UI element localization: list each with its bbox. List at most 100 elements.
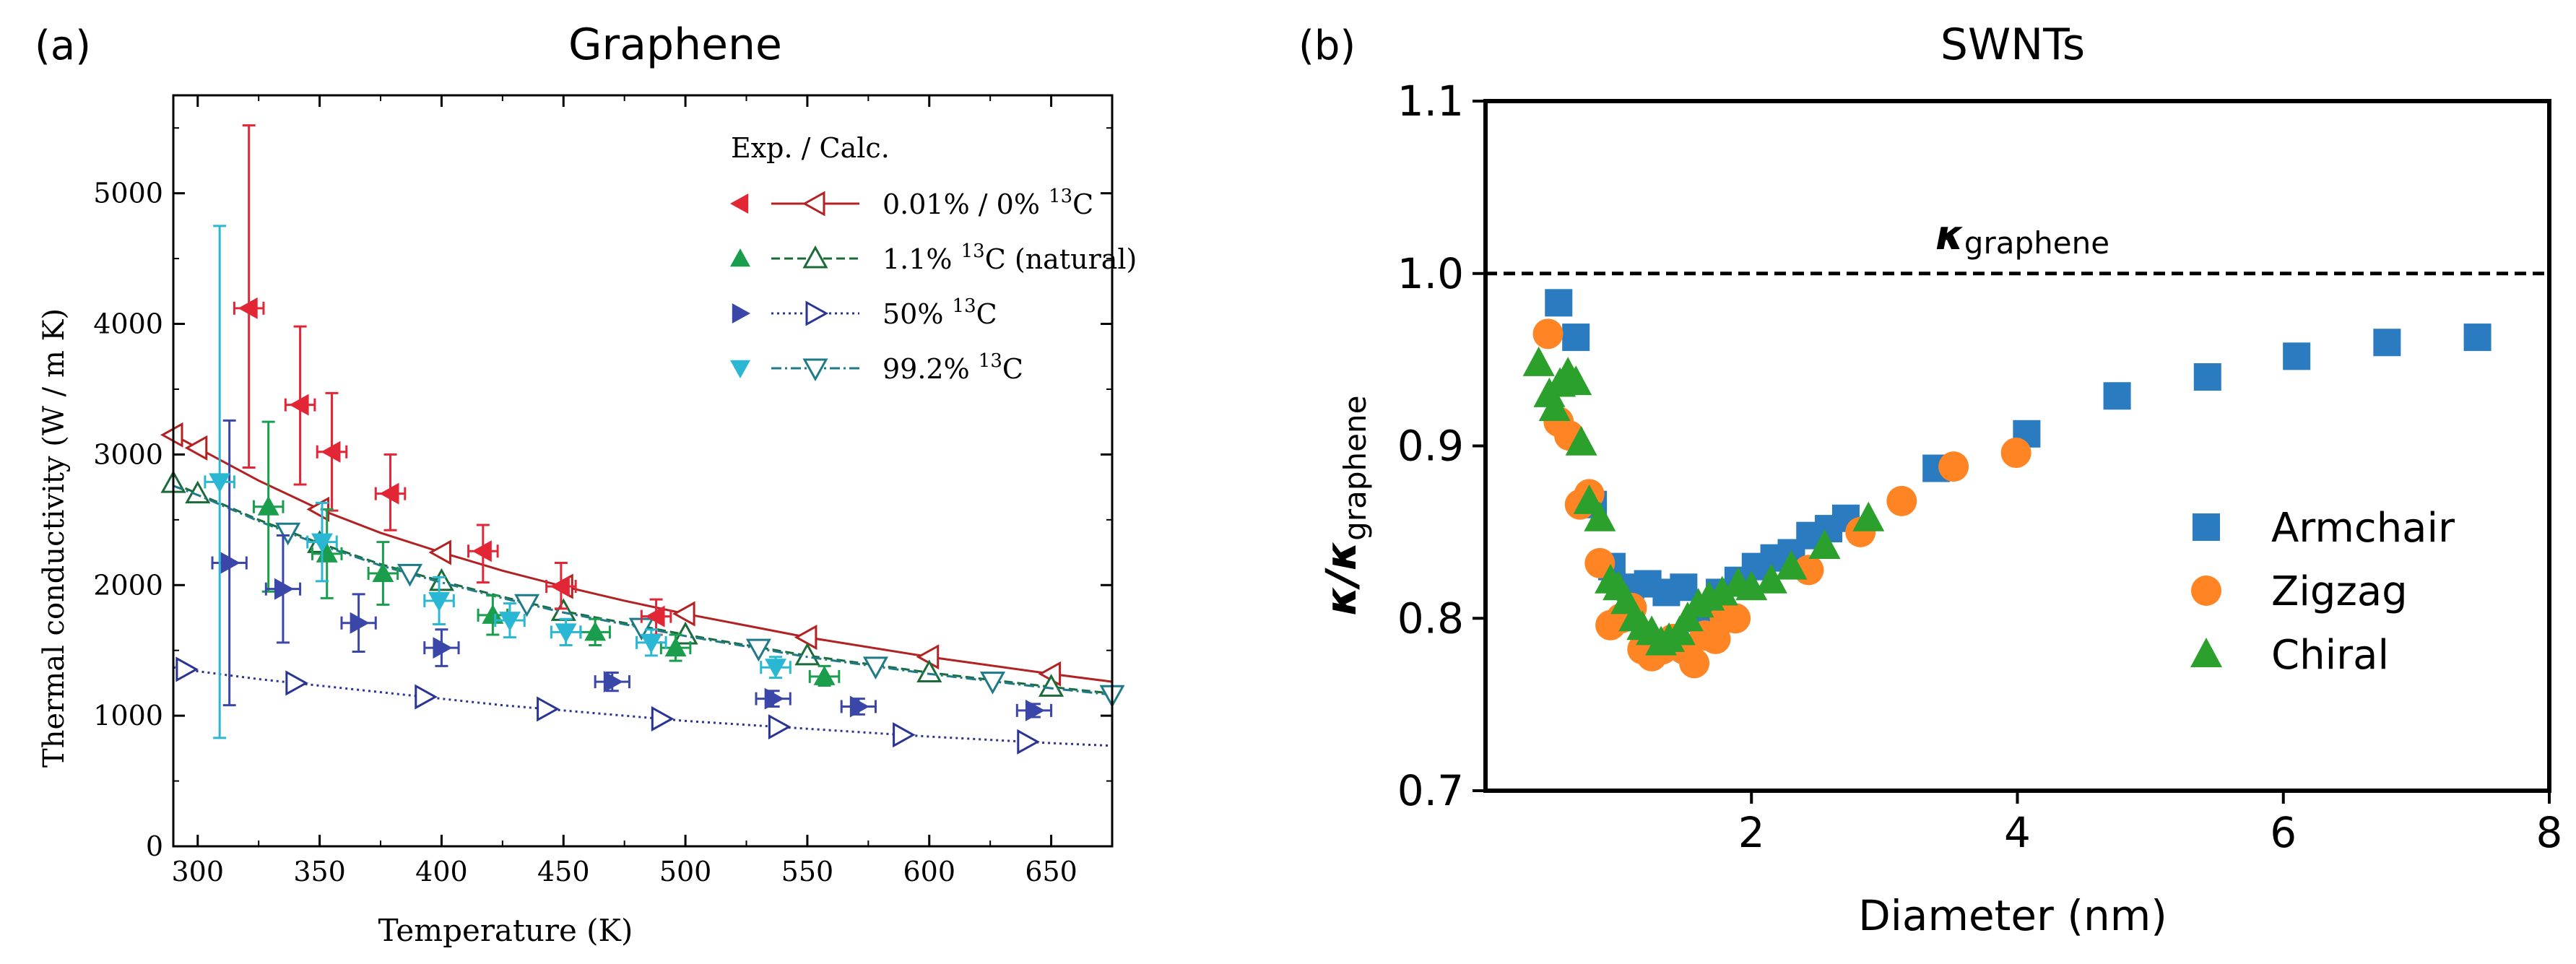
legend-label-chiral: Chiral — [2271, 632, 2389, 679]
exp-marker-fifty — [1025, 699, 1045, 721]
exp-marker-enriched — [640, 633, 662, 653]
point-armchair — [2463, 323, 2492, 352]
y-tick-label: 0 — [146, 830, 163, 862]
exp-point-fifty — [1015, 699, 1053, 721]
y-tick-label: 2000 — [93, 569, 163, 601]
x-tick-label: 650 — [1025, 856, 1077, 887]
exp-marker-fifty — [603, 671, 623, 693]
point-chiral — [1522, 346, 1555, 376]
exp-marker-enriched — [311, 533, 333, 553]
exp-point-enriched — [636, 628, 667, 657]
exp-point-zero — [545, 562, 577, 610]
legend-calc-marker — [802, 245, 828, 269]
point-chiral — [1560, 365, 1592, 396]
point-chiral — [1573, 484, 1605, 514]
x-tick-label: 4 — [2004, 808, 2031, 857]
exp-marker-enriched — [209, 473, 231, 493]
exp-marker-natural — [664, 637, 687, 657]
exp-point-fifty — [264, 534, 302, 644]
exp-point-natural — [808, 664, 841, 687]
legend-label: 50% 13C — [882, 295, 997, 330]
point-chiral — [1755, 563, 1787, 594]
exp-marker-fifty — [220, 552, 240, 574]
exp-marker-natural — [257, 495, 279, 516]
y-tick-label: 3000 — [93, 438, 163, 470]
panel-a-title: Graphene — [568, 19, 782, 70]
ylabel-main: κ/κ — [1317, 541, 1366, 616]
calc-marker-fifty — [415, 684, 438, 710]
legend-label: 0.01% / 0% 13C — [882, 186, 1093, 220]
exp-point-enriched — [306, 501, 338, 583]
point-zigzag — [1532, 318, 1564, 349]
calc-marker-zero — [428, 539, 451, 565]
y-tick-label: 0.7 — [1397, 766, 1464, 815]
y-tick-label: 1000 — [93, 700, 163, 731]
exp-marker-enriched — [428, 591, 451, 612]
legend-marker-chiral — [2190, 638, 2222, 667]
calc-marker-natural — [1038, 674, 1064, 697]
exp-point-fifty — [594, 671, 630, 693]
exp-point-natural — [367, 541, 399, 606]
legend-calc-marker — [802, 358, 828, 382]
point-chiral — [1584, 501, 1616, 531]
legend-marker-armchair — [2193, 513, 2220, 541]
point-chiral — [1808, 529, 1841, 559]
calc-marker-zero — [794, 625, 818, 651]
calc-marker-fifty — [175, 656, 199, 682]
point-armchair — [2103, 382, 2131, 410]
panel-b-label: (b) — [1298, 22, 1356, 69]
point-zigzag — [2000, 438, 2031, 469]
exp-point-fifty — [755, 687, 792, 710]
calc-marker-natural — [794, 642, 820, 666]
exp-point-zero — [284, 325, 316, 486]
legend-exp-marker — [730, 194, 749, 214]
legend-calc-marker — [805, 300, 829, 326]
exp-marker-fifty — [350, 612, 370, 634]
point-chiral — [1852, 501, 1885, 531]
calc-marker-enriched — [275, 522, 301, 546]
exp-point-natural — [252, 420, 285, 593]
calc-marker-fifty — [285, 670, 308, 696]
panel-b-legend: Armchair Zigzag Chiral — [2190, 505, 2455, 679]
x-tick-label: 600 — [903, 856, 955, 887]
exp-marker-enriched — [765, 659, 787, 679]
legend-label: 99.2% 13C — [882, 350, 1023, 385]
exp-marker-zero — [379, 482, 399, 505]
x-tick-label: 450 — [537, 856, 590, 887]
exp-point-enriched — [494, 602, 526, 639]
x-tick-label: 550 — [781, 856, 834, 887]
legend-exp-marker — [730, 360, 750, 378]
panel-a-ylabel: Thermal conductivity (W / m K) — [38, 308, 71, 768]
reference-label-main: κ — [1935, 212, 1964, 259]
exp-marker-zero — [238, 297, 258, 319]
legend-label-armchair: Armchair — [2271, 505, 2455, 552]
legend-title: Exp. / Calc. — [731, 132, 890, 164]
y-tick-label: 5000 — [93, 178, 163, 209]
x-tick-label: 400 — [415, 856, 468, 887]
point-zigzag — [1938, 451, 1969, 482]
y-tick-label: 1.1 — [1397, 77, 1464, 126]
ylabel-sub: graphene — [1337, 396, 1373, 541]
point-armchair — [1545, 289, 1573, 317]
exp-marker-fifty — [849, 695, 869, 718]
exp-marker-zero — [550, 576, 570, 598]
calc-marker-fifty — [768, 714, 792, 740]
point-chiral — [1775, 550, 1808, 580]
calc-marker-enriched — [514, 594, 540, 617]
exp-marker-enriched — [498, 612, 521, 632]
exp-marker-zero — [289, 394, 309, 416]
x-tick-label: 500 — [659, 856, 712, 887]
exp-marker-natural — [584, 621, 607, 641]
exp-marker-natural — [482, 604, 504, 624]
calc-marker-enriched — [745, 638, 771, 662]
exp-point-enriched — [550, 617, 582, 646]
calc-marker-zero — [184, 435, 208, 461]
point-chiral — [1706, 576, 1738, 606]
x-tick-label: 350 — [293, 856, 346, 887]
exp-point-enriched — [760, 656, 792, 679]
panel-a: (a) Graphene 300 350 400 450 500 550 600 650 0 10… — [35, 19, 1137, 948]
exp-point-natural — [311, 508, 343, 599]
point-armchair — [2193, 363, 2221, 391]
calc-marker-zero — [672, 601, 695, 627]
exp-point-zero — [374, 453, 407, 531]
